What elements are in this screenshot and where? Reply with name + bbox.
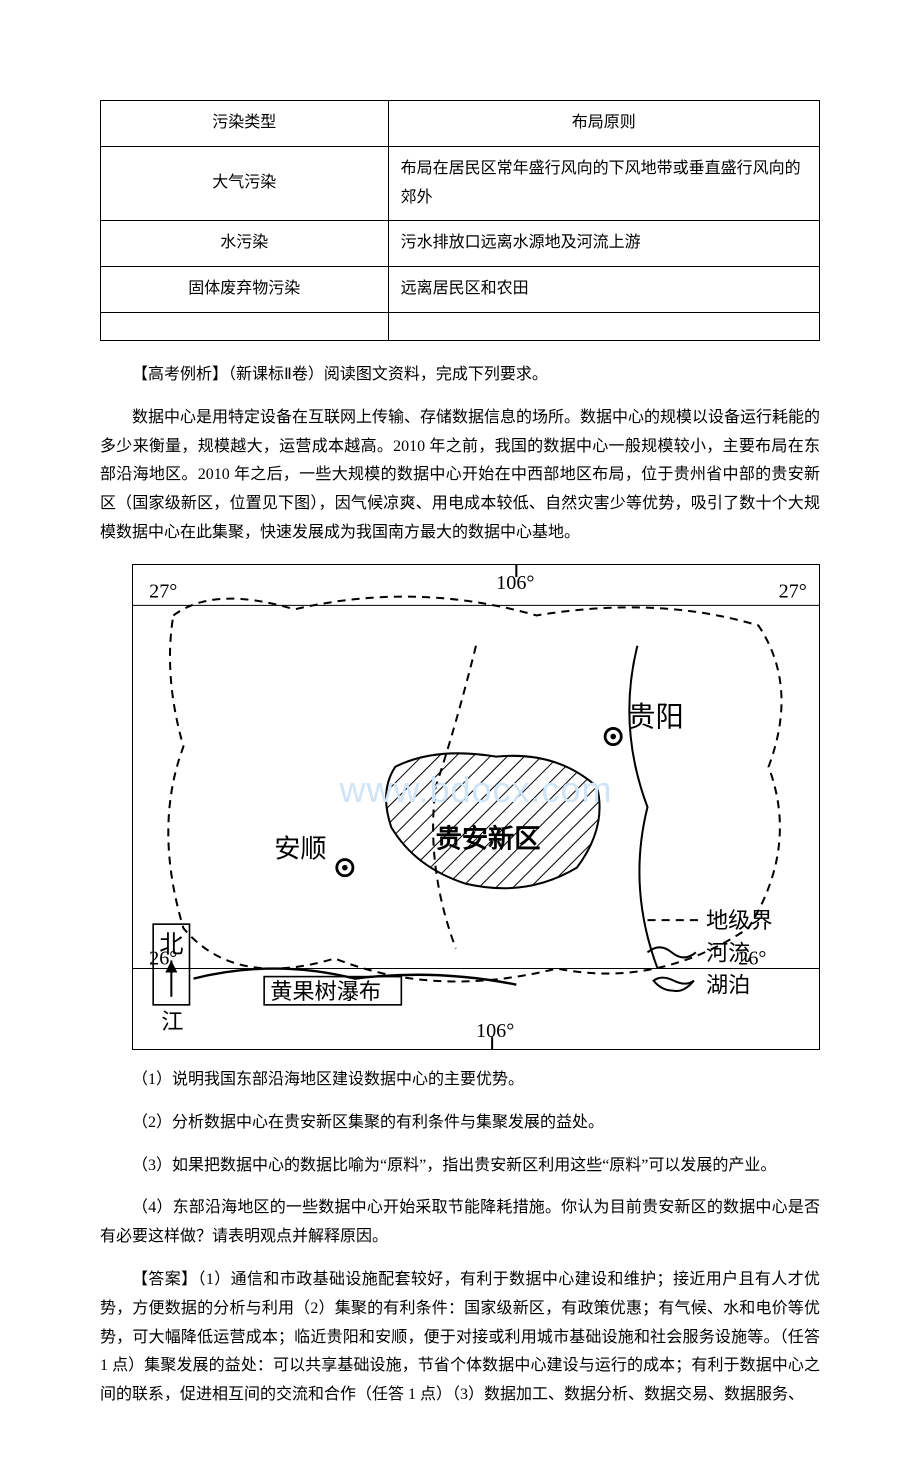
lat-top-left: 27° bbox=[149, 580, 177, 602]
table-empty-cell bbox=[388, 312, 819, 340]
guian-area bbox=[386, 753, 600, 888]
guian-label: 贵安新区 bbox=[436, 823, 541, 853]
lon-bot: 106° bbox=[476, 1020, 514, 1042]
table-cell: 远离居民区和农田 bbox=[388, 267, 819, 313]
city-label-guiyang: 贵阳 bbox=[627, 701, 683, 733]
table-header-rule: 布局原则 bbox=[388, 101, 819, 147]
pollution-table: 污染类型 布局原则 大气污染 布局在居民区常年盛行风向的下风地带或垂直盛行风向的… bbox=[100, 100, 820, 341]
table-empty-cell bbox=[101, 312, 389, 340]
table-cell: 固体废弃物污染 bbox=[101, 267, 389, 313]
svg-text:地级界: 地级界 bbox=[706, 908, 773, 933]
table-cell: 污水排放口远离水源地及河流上游 bbox=[388, 221, 819, 267]
question-1: （1）说明我国东部沿海地区建设数据中心的主要优势。 bbox=[100, 1066, 820, 1095]
table-cell: 大气污染 bbox=[101, 146, 389, 221]
river-name: 江 bbox=[161, 1009, 183, 1034]
example-title: 【高考例析】（新课标Ⅱ卷）阅读图文资料，完成下列要求。 bbox=[100, 361, 820, 390]
table-cell: 水污染 bbox=[101, 221, 389, 267]
scenic-label: 黄果树瀑布 bbox=[270, 979, 381, 1004]
city-label-anshun: 安顺 bbox=[274, 834, 326, 863]
table-header-type: 污染类型 bbox=[101, 101, 389, 147]
question-3: （3）如果把数据中心的数据比喻为“原料”，指出贵安新区利用这些“原料”可以发展的… bbox=[100, 1152, 820, 1181]
answer-label: 【答案】 bbox=[132, 1271, 198, 1288]
answer-block: 【答案】（1）通信和市政基础设施配套较好，有利于数据中心建设和维护；接近用户且有… bbox=[100, 1266, 820, 1410]
question-4: （4）东部沿海地区的一些数据中心开始采取节能降耗措施。你认为目前贵安新区的数据中… bbox=[100, 1194, 820, 1252]
north-label: 北 bbox=[159, 931, 183, 958]
svg-text:湖泊: 湖泊 bbox=[706, 973, 750, 998]
guian-map-svg: 27° 27° 26° 26° 106° 106° 贵安新区 贵阳 安顺 黄果树… bbox=[132, 564, 820, 1050]
table-cell: 布局在居民区常年盛行风向的下风地带或垂直盛行风向的郊外 bbox=[388, 146, 819, 221]
answer-text: （1）通信和市政基础设施配套较好，有利于数据中心建设和维护；接近用户且有人才优势… bbox=[100, 1271, 820, 1403]
lon-top: 106° bbox=[496, 572, 534, 594]
question-2: （2）分析数据中心在贵安新区集聚的有利条件与集聚发展的益处。 bbox=[100, 1109, 820, 1138]
passage-text: 数据中心是用特定设备在互联网上传输、存储数据信息的场所。数据中心的规模以设备运行… bbox=[100, 404, 820, 548]
map-figure: www.bdocx.com 27° 27° 26° 26° 106° 106° … bbox=[132, 564, 820, 1050]
lat-top-right: 27° bbox=[779, 580, 807, 602]
svg-text:河流: 河流 bbox=[706, 940, 750, 965]
